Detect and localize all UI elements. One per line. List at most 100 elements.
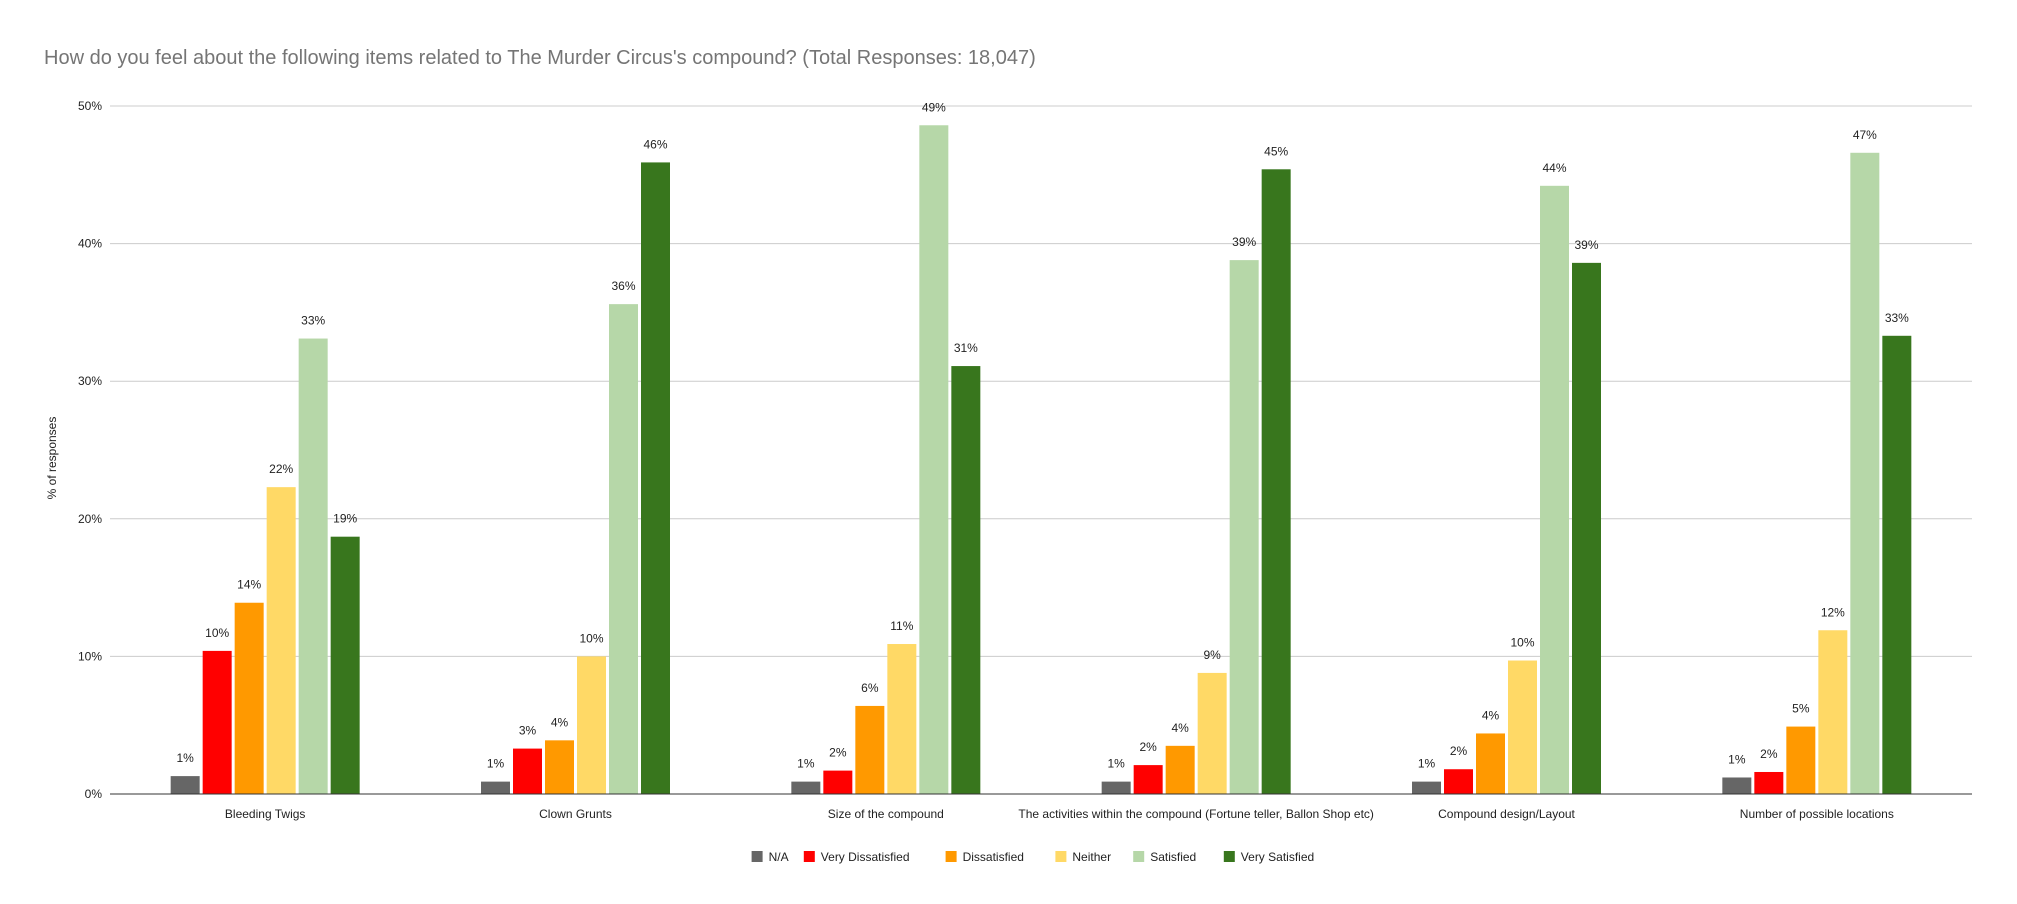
bar — [1261, 169, 1291, 794]
data-label: 4% — [551, 715, 569, 729]
legend-swatch — [751, 851, 763, 862]
x-tick-label: The activities within the compound (Fort… — [1018, 807, 1374, 821]
data-label: 1% — [176, 751, 194, 765]
legend-label: Very Satisfied — [1241, 850, 1314, 864]
bar — [1476, 733, 1505, 794]
bar — [1786, 726, 1816, 794]
data-label: 11% — [890, 619, 913, 633]
data-label: 2% — [1139, 740, 1157, 754]
bar — [855, 705, 885, 794]
legend-swatch — [803, 851, 815, 862]
y-tick-label: 40% — [78, 237, 102, 251]
legend-item: Satisfied — [1133, 850, 1196, 864]
x-axis-ticks: Bleeding Twigs Clown Grunts Size of the co… — [225, 807, 1894, 821]
data-label: 31% — [954, 341, 978, 355]
x-tick-label: Bleeding Twigs — [225, 807, 306, 821]
y-tick-label: 30% — [78, 374, 102, 388]
data-label: 1% — [1728, 752, 1746, 766]
legend-swatch — [1223, 851, 1235, 862]
legend-item: N/A — [751, 850, 789, 864]
bar — [1133, 765, 1163, 794]
bar — [266, 487, 296, 794]
x-tick-label: Number of possible locations — [1740, 807, 1894, 821]
legend-swatch — [945, 851, 957, 862]
x-tick-label: Size of the compound — [828, 807, 944, 821]
data-label: 33% — [1885, 311, 1909, 325]
data-label: 39% — [1232, 235, 1256, 249]
bar — [1882, 335, 1912, 794]
bar — [1101, 781, 1131, 794]
legend-item: Very Satisfied — [1223, 850, 1314, 864]
data-label: 10% — [579, 631, 603, 645]
bar — [1165, 745, 1195, 794]
y-tick-label: 50% — [78, 99, 102, 113]
legend-item: Dissatisfied — [945, 850, 1024, 864]
data-label: 44% — [1542, 161, 1566, 175]
bars — [170, 125, 1912, 795]
legend: N/A Very Dissatisfied Dissatisfied Neither S… — [751, 850, 1314, 864]
bar — [641, 162, 670, 794]
data-label: 22% — [269, 462, 293, 476]
data-labels: 1% 10% 14% 22% 33% 19% 1% 3% 4% 10% 36% 46% 1% 2% 6% 11… — [176, 100, 1909, 770]
data-label: 1% — [1107, 757, 1125, 771]
legend-item: Very Dissatisfied — [803, 850, 910, 864]
y-tick-label: 10% — [78, 649, 102, 663]
data-label: 45% — [1264, 144, 1288, 158]
x-tick-label: Clown Grunts — [539, 807, 612, 821]
y-axis-ticks: 0% 10% 20% 30% 40% 50% — [78, 99, 102, 801]
bar — [1540, 185, 1569, 795]
bar — [1444, 769, 1473, 794]
data-label: 2% — [1760, 747, 1778, 761]
data-label: 9% — [1203, 648, 1221, 662]
data-label: 3% — [519, 724, 537, 738]
data-label: 5% — [1792, 702, 1810, 716]
data-label: 10% — [205, 626, 229, 640]
bar — [951, 366, 981, 794]
data-label: 39% — [1574, 238, 1598, 252]
bar — [887, 644, 917, 794]
data-label: 2% — [1450, 744, 1468, 758]
data-label: 19% — [333, 512, 357, 526]
legend-label: Satisfied — [1150, 850, 1196, 864]
bar — [1412, 781, 1441, 794]
bar — [1722, 777, 1752, 794]
bar — [545, 740, 574, 794]
bar — [330, 536, 360, 794]
chart-title: How do you feel about the following item… — [44, 47, 1036, 69]
data-label: 33% — [301, 314, 325, 328]
data-label: 4% — [1482, 708, 1500, 722]
data-label: 46% — [643, 137, 667, 151]
y-tick-label: 20% — [78, 512, 102, 526]
bar — [1197, 672, 1227, 794]
bar — [234, 602, 264, 794]
legend-label: Very Dissatisfied — [821, 850, 910, 864]
data-label: 36% — [611, 279, 635, 293]
bar — [791, 781, 821, 794]
data-label: 1% — [797, 757, 815, 771]
x-tick-label: Compound design/Layout — [1438, 807, 1575, 821]
y-tick-label: 0% — [85, 787, 103, 801]
bar — [919, 125, 949, 795]
data-label: 10% — [1510, 636, 1534, 650]
bar — [609, 304, 638, 794]
bar — [202, 650, 232, 794]
data-label: 49% — [922, 100, 946, 114]
bar — [823, 770, 853, 794]
legend-label: Dissatisfied — [963, 850, 1024, 864]
bar — [577, 656, 606, 794]
data-label: 6% — [861, 681, 879, 695]
bar — [481, 781, 510, 794]
legend-label: N/A — [769, 850, 789, 864]
bar — [1229, 260, 1259, 794]
bar — [1572, 262, 1601, 794]
data-label: 47% — [1853, 128, 1877, 142]
gridlines — [110, 105, 1972, 657]
bar — [1754, 771, 1784, 794]
legend-swatch — [1133, 851, 1145, 862]
bar — [170, 776, 200, 794]
bar — [1508, 660, 1537, 794]
data-label: 14% — [237, 578, 261, 592]
bar — [298, 338, 328, 794]
legend-swatch — [1055, 851, 1067, 862]
data-label: 2% — [829, 746, 847, 760]
